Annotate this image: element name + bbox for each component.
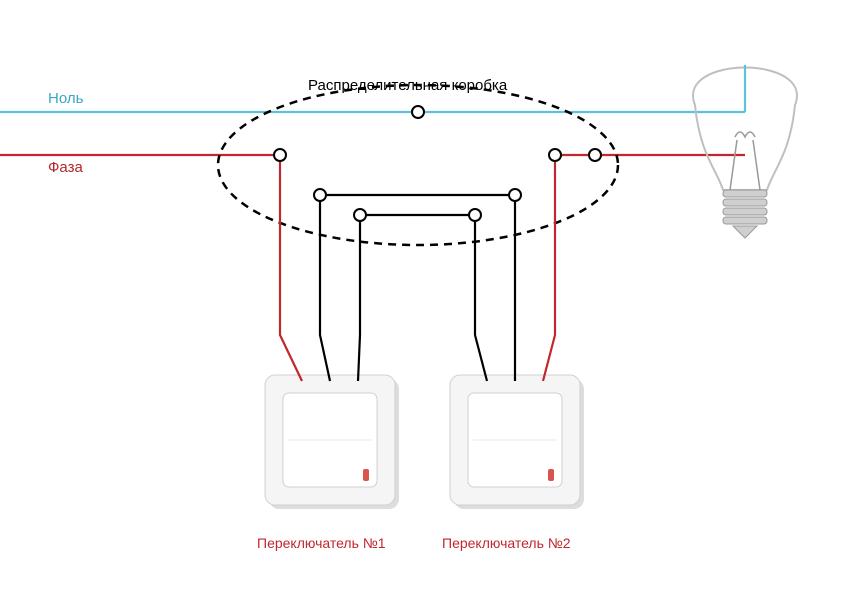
label-phase: Фаза <box>48 159 83 176</box>
label-switch-1: Переключатель №1 <box>257 535 386 551</box>
wire-sw1-trav-a <box>320 195 330 381</box>
node-trav2b <box>469 209 481 221</box>
node-to-bulb <box>589 149 601 161</box>
node-neutral <box>412 106 424 118</box>
wire-sw1-trav-b <box>358 215 360 381</box>
wire-sw2-common <box>543 155 555 381</box>
label-junction-box: Распределительная коробка <box>308 77 507 94</box>
wire-sw1-common <box>280 155 302 381</box>
node-trav2a <box>509 189 521 201</box>
node-trav1a <box>314 189 326 201</box>
wire-sw2-trav-b <box>475 215 487 381</box>
label-neutral: Ноль <box>48 90 83 107</box>
label-switch-2: Переключатель №2 <box>442 535 571 551</box>
switch-1 <box>265 375 399 509</box>
switch-2 <box>450 375 584 509</box>
node-phase-out <box>549 149 561 161</box>
light-bulb-icon <box>693 65 797 238</box>
node-trav1b <box>354 209 366 221</box>
node-phase-in <box>274 149 286 161</box>
